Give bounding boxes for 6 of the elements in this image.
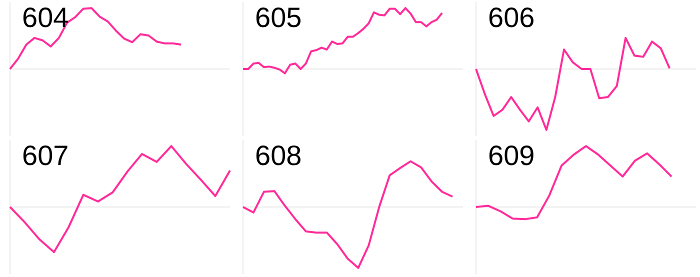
chart-title: 606 [488,2,535,34]
chart-title: 607 [22,140,69,172]
chart-title: 608 [255,140,302,172]
chart-title: 609 [488,140,535,172]
chart-title: 605 [255,2,302,34]
chart-title: 604 [22,2,69,34]
